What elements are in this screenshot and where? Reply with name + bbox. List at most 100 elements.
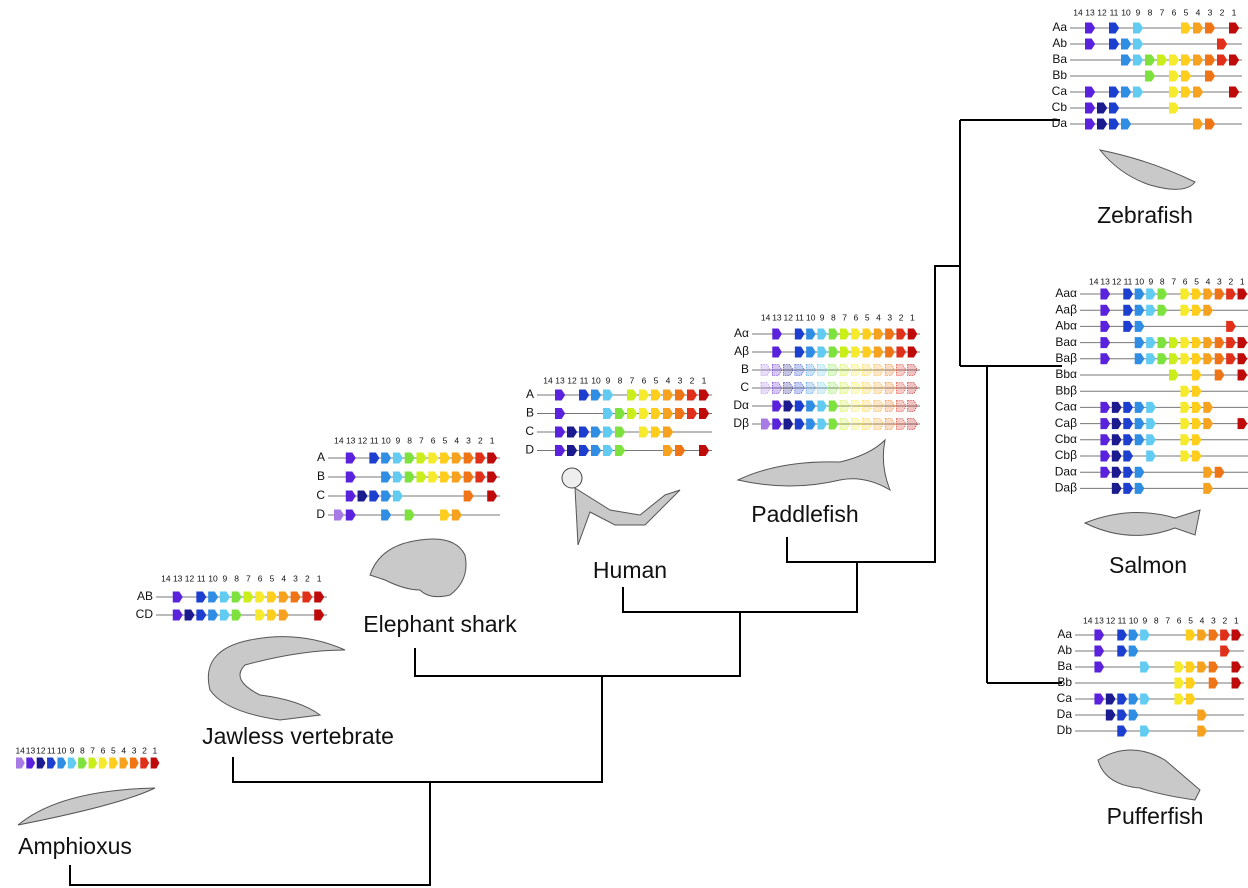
gene-arrow xyxy=(817,347,827,358)
gene-arrow xyxy=(663,408,673,419)
gene-arrow xyxy=(1085,103,1095,114)
species-block: Paddlefish1413121110987654321AαAβBCDαDβ xyxy=(733,312,920,527)
cluster-label: C xyxy=(740,380,749,394)
gene-arrow xyxy=(1117,694,1127,705)
gene-arrow xyxy=(784,401,794,412)
gene-arrow xyxy=(346,472,356,483)
gene-arrow xyxy=(874,383,884,394)
gene-arrow xyxy=(817,419,827,430)
gene-arrow xyxy=(874,329,884,340)
cluster-label: Dβ xyxy=(733,416,749,430)
gene-arrow xyxy=(1209,678,1219,689)
gene-arrow xyxy=(1133,23,1143,34)
gene-arrow xyxy=(874,419,884,430)
gene-arrow xyxy=(1146,289,1156,300)
gene-arrow xyxy=(452,453,462,464)
gene-number: 8 xyxy=(1154,615,1159,625)
gene-arrow xyxy=(452,472,462,483)
gene-number: 8 xyxy=(80,745,85,755)
gene-number: 11 xyxy=(580,375,589,385)
gene-arrow xyxy=(232,610,242,621)
gene-arrow xyxy=(1181,55,1191,66)
gene-number: 12 xyxy=(1112,276,1122,286)
gene-arrow xyxy=(151,758,160,769)
species-block: Pufferfish1413121110987654321AaAbBaBbCaD… xyxy=(1057,615,1244,829)
gene-number: 10 xyxy=(208,573,218,583)
cluster-label: CD xyxy=(136,607,154,621)
gene-arrow xyxy=(196,610,206,621)
gene-arrow xyxy=(1135,289,1145,300)
gene-arrow xyxy=(1238,337,1248,348)
gene-arrow xyxy=(405,472,415,483)
gene-arrow xyxy=(1203,353,1213,364)
gene-number: 11 xyxy=(1118,615,1127,625)
gene-arrow xyxy=(806,401,816,412)
gene-arrow xyxy=(428,472,438,483)
cluster-label: Aa xyxy=(1057,627,1072,641)
gene-number: 4 xyxy=(121,745,126,755)
gene-arrow xyxy=(1203,418,1213,429)
gene-arrow xyxy=(1192,370,1202,381)
gene-number: 12 xyxy=(567,375,577,385)
gene-number: 10 xyxy=(57,745,67,755)
gene-arrow xyxy=(1192,418,1202,429)
gene-arrow xyxy=(1205,71,1215,82)
gene-arrow xyxy=(795,329,805,340)
gene-arrow xyxy=(1192,353,1202,364)
gene-arrow xyxy=(1197,662,1207,673)
gene-arrow xyxy=(851,401,861,412)
gene-number: 13 xyxy=(26,745,36,755)
gene-arrow xyxy=(1097,103,1107,114)
gene-arrow xyxy=(591,427,601,438)
gene-arrow xyxy=(817,329,827,340)
gene-arrow xyxy=(381,510,391,521)
gene-number: 3 xyxy=(887,312,892,322)
gene-arrow xyxy=(1203,467,1213,478)
gene-arrow xyxy=(761,365,771,376)
gene-arrow xyxy=(1192,337,1202,348)
gene-arrow xyxy=(851,419,861,430)
gene-number: 14 xyxy=(334,435,344,445)
gene-arrow xyxy=(1169,55,1179,66)
gene-arrow xyxy=(817,401,827,412)
gene-arrow xyxy=(405,453,415,464)
gene-arrow xyxy=(1197,710,1207,721)
gene-number: 14 xyxy=(761,312,771,322)
cluster-label: Cbα xyxy=(1055,432,1077,446)
gene-arrow xyxy=(1169,353,1179,364)
gene-number: 12 xyxy=(185,573,195,583)
cluster-label: Caβ xyxy=(1055,416,1077,430)
gene-arrow xyxy=(806,383,816,394)
gene-number: 9 xyxy=(222,573,227,583)
gene-arrow xyxy=(1100,434,1110,445)
gene-arrow xyxy=(393,472,403,483)
gene-arrow xyxy=(663,390,673,401)
gene-arrow xyxy=(784,365,794,376)
gene-arrow xyxy=(1180,451,1190,462)
gene-arrow xyxy=(255,592,265,603)
gene-arrow xyxy=(1123,402,1133,413)
gene-arrow xyxy=(699,408,709,419)
gene-arrow xyxy=(675,408,685,419)
gene-arrow xyxy=(369,491,379,502)
gene-arrow xyxy=(603,408,613,419)
cluster-label: D xyxy=(316,507,325,521)
cluster-label: Aaα xyxy=(1055,286,1077,300)
gene-arrow xyxy=(817,383,827,394)
cluster-label: Bbβ xyxy=(1055,383,1077,397)
cluster-label: Aβ xyxy=(734,344,749,358)
gene-arrow xyxy=(37,758,46,769)
gene-arrow xyxy=(1193,119,1203,130)
gene-arrow xyxy=(874,401,884,412)
gene-arrow xyxy=(267,610,277,621)
cluster-label: Cbβ xyxy=(1055,448,1077,462)
gene-arrow xyxy=(615,427,625,438)
gene-arrow xyxy=(1197,630,1207,641)
gene-arrow xyxy=(1100,467,1110,478)
gene-arrow xyxy=(1181,23,1191,34)
gene-arrow xyxy=(1238,418,1248,429)
gene-arrow xyxy=(840,365,850,376)
gene-number: 6 xyxy=(431,435,436,445)
gene-arrow xyxy=(795,419,805,430)
species-name: Pufferfish xyxy=(1107,803,1204,829)
